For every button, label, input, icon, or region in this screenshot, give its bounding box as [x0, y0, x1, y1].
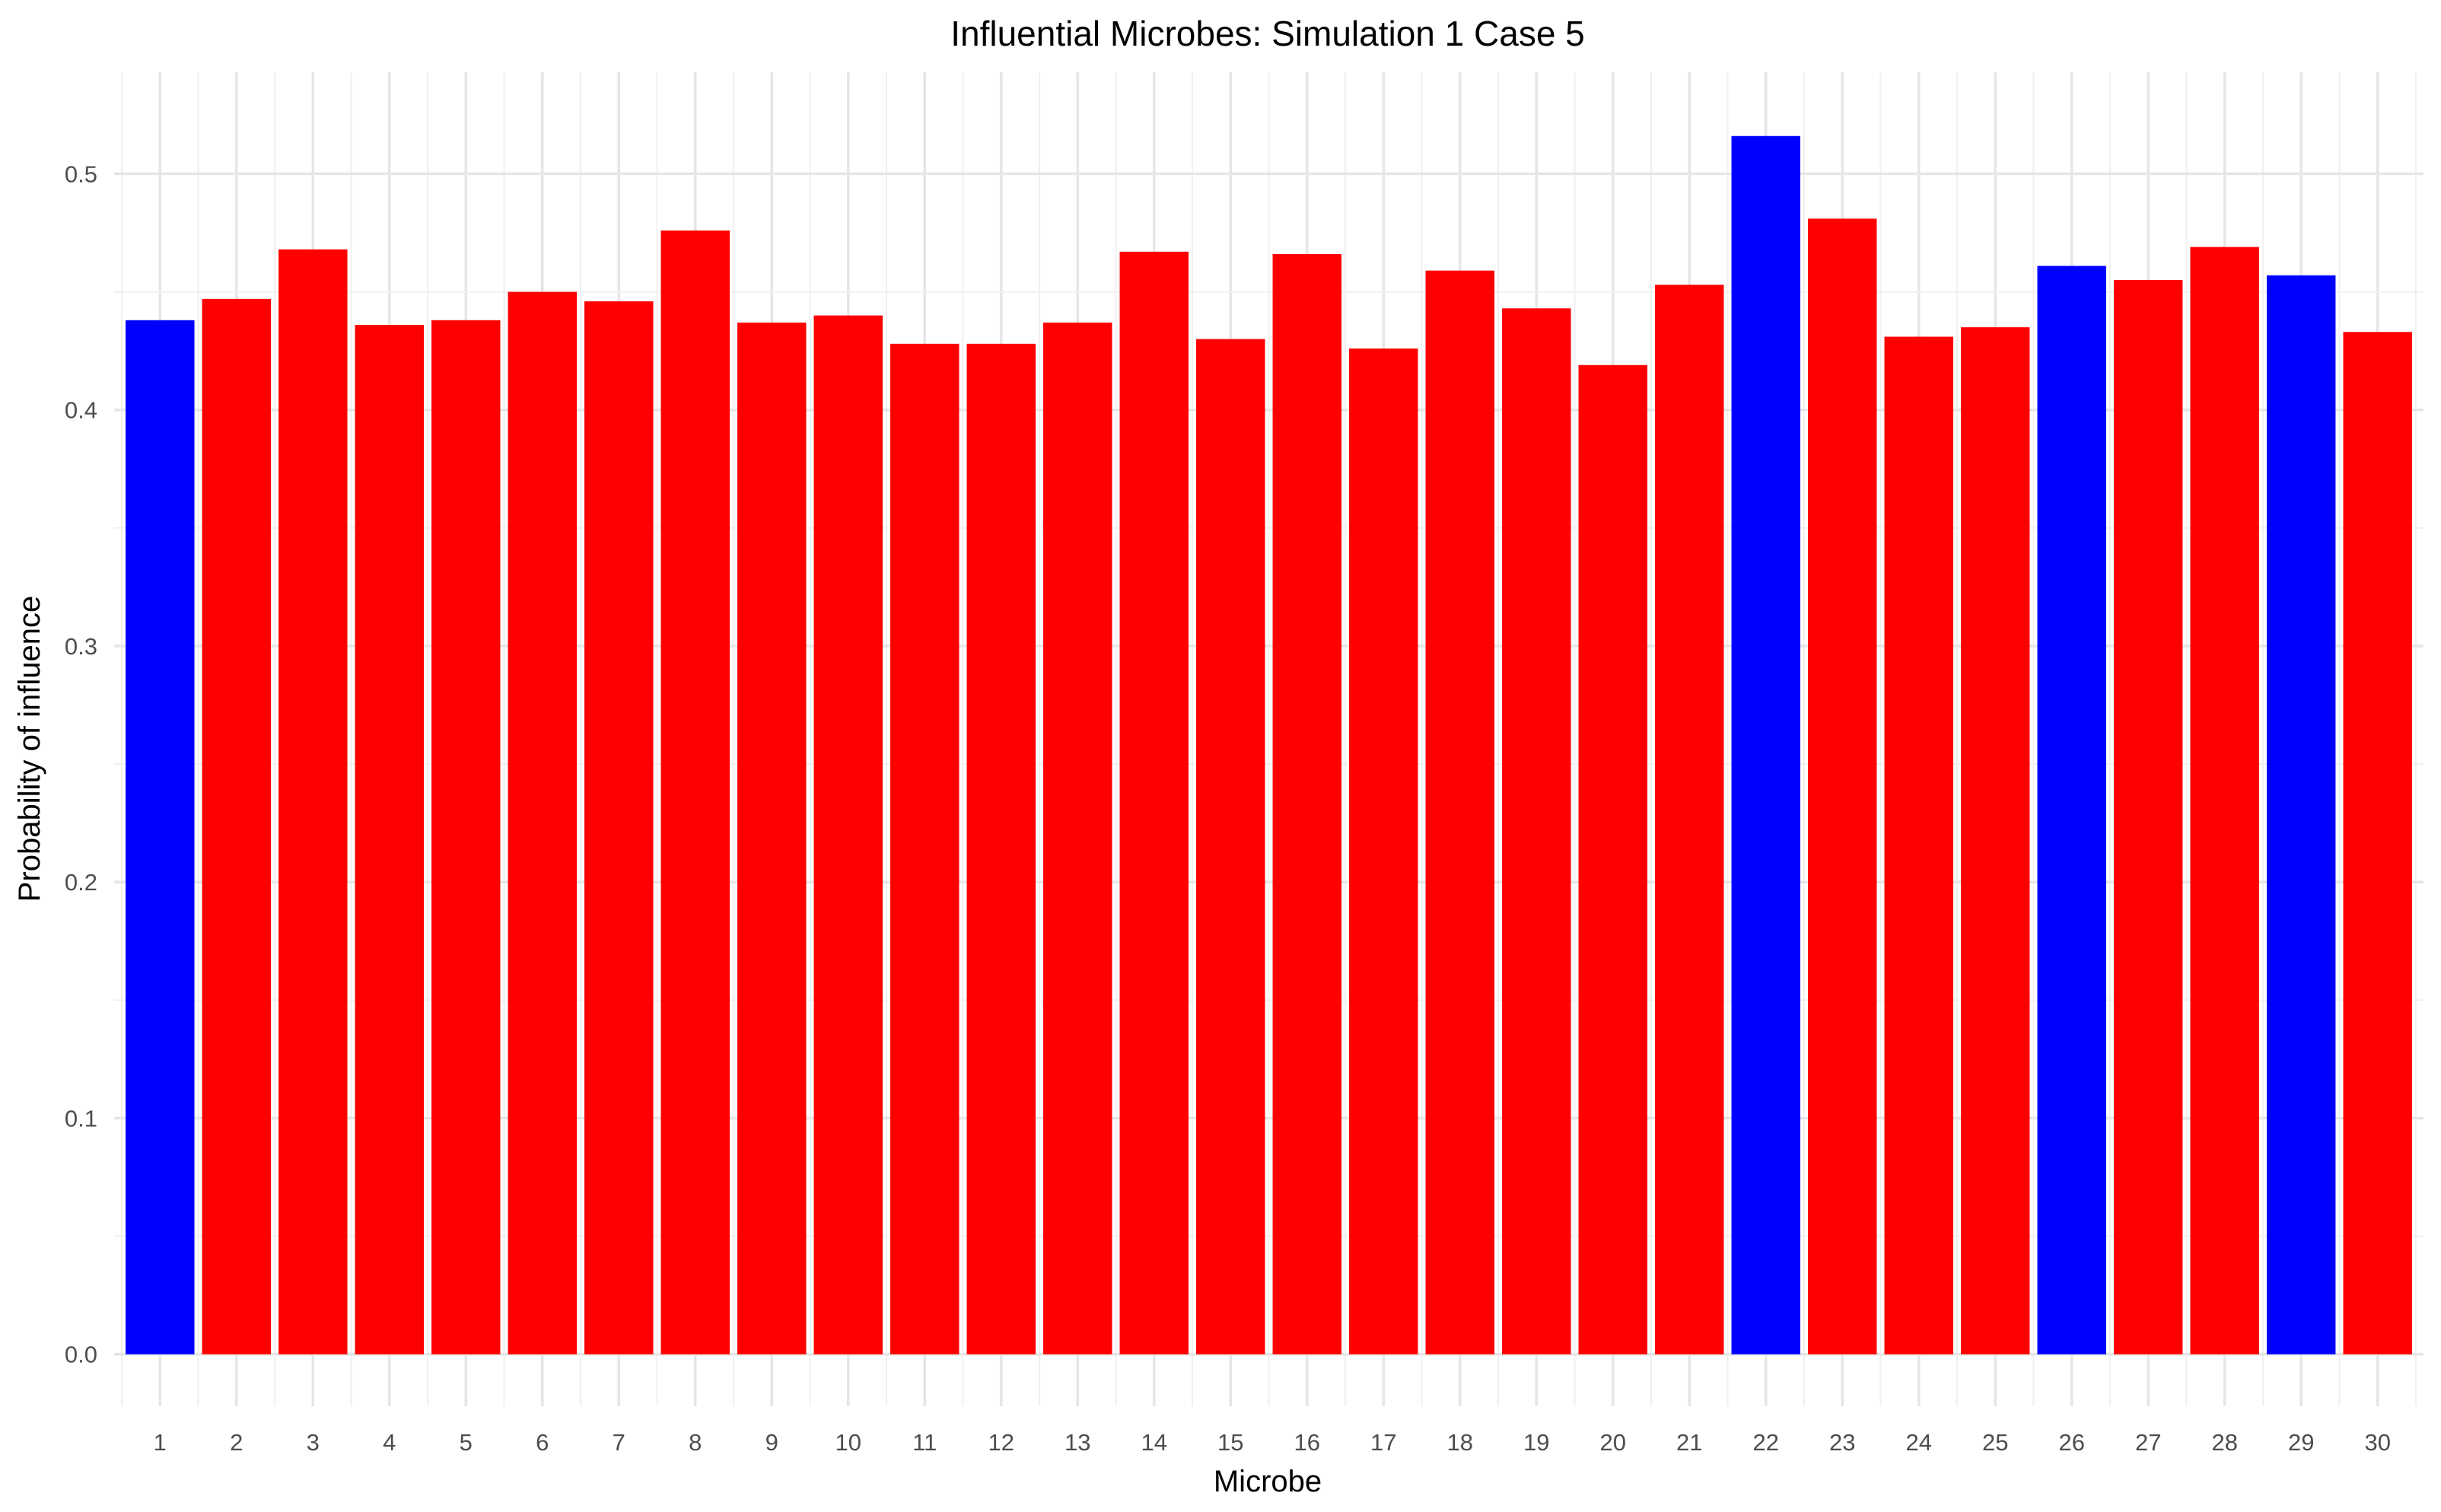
- x-tick-label: 18: [1446, 1429, 1472, 1456]
- x-tick-label: 15: [1217, 1429, 1243, 1456]
- bar-microbe-29: [2266, 275, 2336, 1354]
- bar-microbe-12: [966, 343, 1036, 1354]
- bar-microbe-16: [1272, 253, 1341, 1354]
- bar-microbe-8: [660, 230, 730, 1354]
- x-tick-label: 16: [1294, 1429, 1320, 1456]
- bar-microbe-17: [1349, 349, 1418, 1354]
- x-tick-label: 11: [912, 1429, 937, 1456]
- bar-microbe-26: [2037, 266, 2106, 1354]
- bar-microbe-6: [508, 291, 578, 1354]
- x-tick-label: 9: [765, 1429, 778, 1456]
- x-tick-label: 20: [1599, 1429, 1625, 1456]
- x-tick-label: 8: [689, 1429, 702, 1456]
- x-axis-title: Microbe: [1214, 1465, 1322, 1498]
- x-tick-label: 5: [460, 1429, 473, 1456]
- x-tick-label: 10: [835, 1429, 861, 1456]
- bars: [126, 135, 2412, 1354]
- x-tick-label: 7: [613, 1429, 625, 1456]
- y-tick-label: 0.2: [65, 869, 97, 896]
- y-tick-label: 0.0: [65, 1342, 97, 1368]
- bar-microbe-3: [278, 249, 348, 1354]
- bar-microbe-14: [1119, 251, 1189, 1354]
- bar-microbe-27: [2113, 280, 2183, 1354]
- x-tick-label: 3: [307, 1429, 320, 1456]
- bar-microbe-11: [890, 343, 960, 1354]
- bar-microbe-19: [1502, 308, 1571, 1354]
- bar-microbe-7: [584, 301, 654, 1354]
- x-tick-label: 14: [1141, 1429, 1167, 1456]
- bar-microbe-28: [2190, 247, 2259, 1354]
- chart-title: Influential Microbes: Simulation 1 Case …: [950, 14, 1585, 53]
- x-tick-label: 26: [2058, 1429, 2084, 1456]
- x-tick-label: 4: [383, 1429, 396, 1456]
- x-tick-label: 25: [1982, 1429, 2008, 1456]
- bar-microbe-24: [1884, 336, 1953, 1354]
- y-tick-label: 0.4: [65, 397, 97, 424]
- x-tick-label: 17: [1370, 1429, 1396, 1456]
- bar-microbe-5: [431, 320, 501, 1354]
- bar-microbe-23: [1808, 218, 1877, 1354]
- x-tick-label: 30: [2364, 1429, 2390, 1456]
- bar-microbe-18: [1425, 270, 1494, 1354]
- y-axis-title: Probability of influence: [13, 596, 46, 902]
- bar-microbe-20: [1578, 364, 1647, 1354]
- bar-microbe-15: [1196, 339, 1265, 1354]
- bar-microbe-9: [737, 322, 807, 1354]
- x-tick-label: 29: [2288, 1429, 2314, 1456]
- x-tick-label: 23: [1829, 1429, 1855, 1456]
- x-tick-label: 12: [988, 1429, 1014, 1456]
- x-tick-label: 21: [1676, 1429, 1702, 1456]
- bar-microbe-22: [1731, 135, 1800, 1354]
- x-tick-label: 24: [1905, 1429, 1931, 1456]
- x-tick-label: 22: [1752, 1429, 1778, 1456]
- bar-microbe-30: [2343, 332, 2412, 1354]
- x-tick-label: 2: [230, 1429, 243, 1456]
- x-tick-label: 13: [1065, 1429, 1090, 1456]
- y-tick-label: 0.3: [65, 633, 97, 660]
- y-tick-label: 0.1: [65, 1105, 97, 1132]
- bar-microbe-1: [126, 320, 195, 1354]
- x-tick-label: 6: [536, 1429, 549, 1456]
- x-tick-label: 28: [2211, 1429, 2237, 1456]
- y-tick-label: 0.5: [65, 161, 97, 187]
- x-tick-label: 27: [2135, 1429, 2161, 1456]
- y-axis-ticks: 0.0 0.1 0.2 0.3 0.4 0.5: [65, 161, 97, 1367]
- bar-microbe-4: [355, 324, 425, 1354]
- x-tick-label: 1: [154, 1429, 167, 1456]
- bar-microbe-10: [813, 315, 883, 1354]
- x-tick-label: 19: [1523, 1429, 1549, 1456]
- bar-microbe-25: [1960, 327, 2030, 1354]
- bar-microbe-21: [1655, 285, 1724, 1354]
- bar-microbe-13: [1043, 322, 1112, 1354]
- bar-microbe-2: [202, 298, 272, 1354]
- x-axis-ticks: 1 2 3 4 5 6 7 8 9 10 11 12 13 14 15 16 17 18 19 20 21 22 23 24 2…: [154, 1429, 2391, 1456]
